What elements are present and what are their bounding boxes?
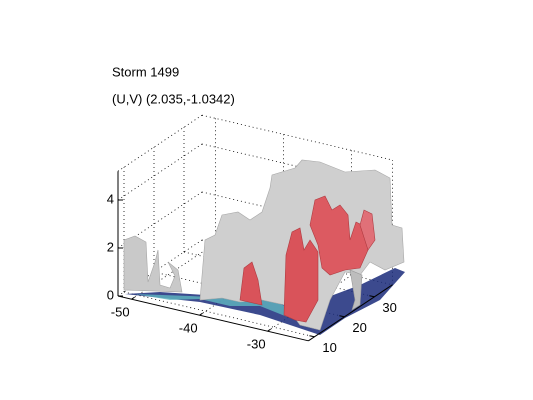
chart-title: Storm 1499 [112,64,179,79]
x-tick [267,328,271,332]
x-tick [131,296,135,300]
y-tick-label: 20 [352,320,366,335]
box-edge [117,114,203,172]
x-tick-label: -50 [111,305,130,320]
grid-line [117,143,203,201]
grid-line [153,271,345,318]
grey-isosurface [349,269,363,311]
x-tick-label: -30 [247,337,266,352]
grid-line [201,191,393,238]
axes: 0 2 4 -50 -40 -30 10 20 30 [107,171,397,355]
isosurfaces [123,159,405,335]
y-tick-label: 30 [382,300,396,315]
box-edge [201,114,393,161]
x-tick-label: -40 [179,321,198,336]
grey-isosurface [123,235,183,293]
x-tick [199,312,203,316]
chart-subtitle: (U,V) (2.035,-1.0342) [112,91,235,106]
y-tick-label: 10 [322,340,336,355]
z-tick-label: 2 [107,239,114,254]
y-tick [369,295,375,298]
red-isosurface [239,261,263,306]
y-axis [308,284,393,342]
x-axis [117,295,309,342]
y-tick [309,335,315,338]
grid-line [201,143,393,190]
red-isosurface [359,209,376,251]
z-tick-label: 4 [107,191,114,206]
z-tick-label: 0 [107,287,114,302]
grid-line [123,291,315,338]
red-isosurface [283,227,319,323]
y-tick [339,315,345,318]
